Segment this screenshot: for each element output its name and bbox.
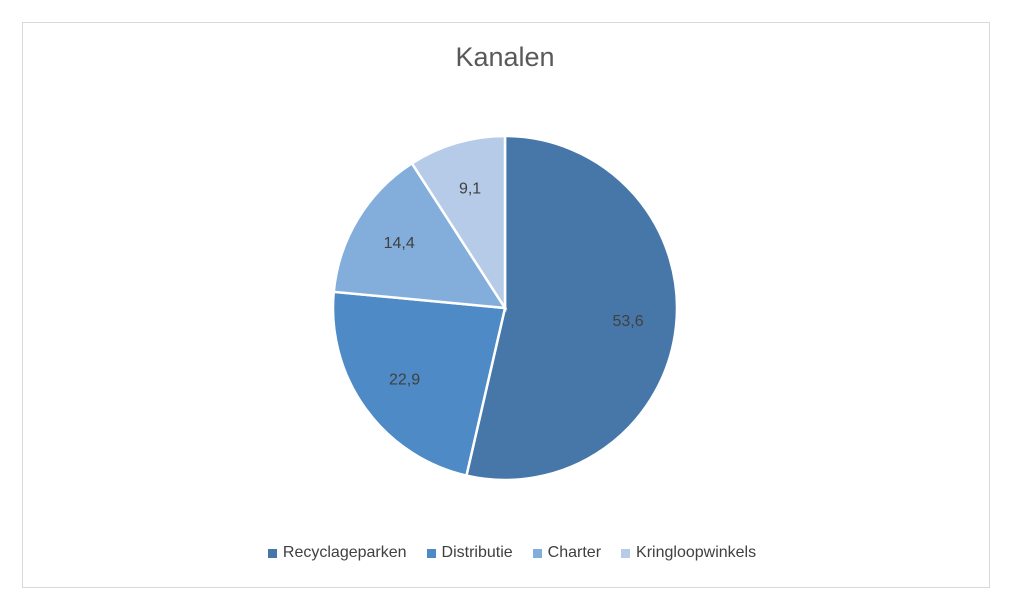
legend-swatch (426, 548, 436, 558)
chart-title: Kanalen (455, 42, 555, 72)
legend-swatch (621, 548, 631, 558)
slice-kringloopwinkels (410, 134, 507, 313)
slice-charter (332, 161, 508, 310)
pie-slices (331, 134, 679, 482)
slice-recyclageparken (464, 134, 679, 482)
data-label-distributie: 22,9 (389, 372, 420, 389)
data-label-charter: 14,4 (384, 235, 415, 252)
legend-item-recyclageparken: Recyclageparken (267, 544, 407, 562)
legend-label: Recyclageparken (282, 544, 407, 561)
legend-swatch (532, 548, 542, 558)
pie-labels: 53,6 22,9 14,4 9,1 (384, 180, 644, 388)
legend-item-charter: Charter (532, 544, 602, 562)
data-label-kringloopwinkels: 9,1 (459, 180, 481, 197)
legend-label: Distributie (441, 544, 513, 561)
legend-item-distributie: Distributie (426, 544, 513, 562)
legend-item-kringloopwinkels: Kringloopwinkels (621, 544, 756, 562)
data-label-recyclageparken: 53,6 (612, 313, 643, 330)
slice-distributie (331, 290, 507, 478)
legend-label: Charter (547, 544, 602, 561)
legend: Recyclageparken Distributie Charter Krin… (0, 544, 1024, 562)
legend-swatch (267, 548, 277, 558)
legend-label: Kringloopwinkels (636, 544, 757, 561)
